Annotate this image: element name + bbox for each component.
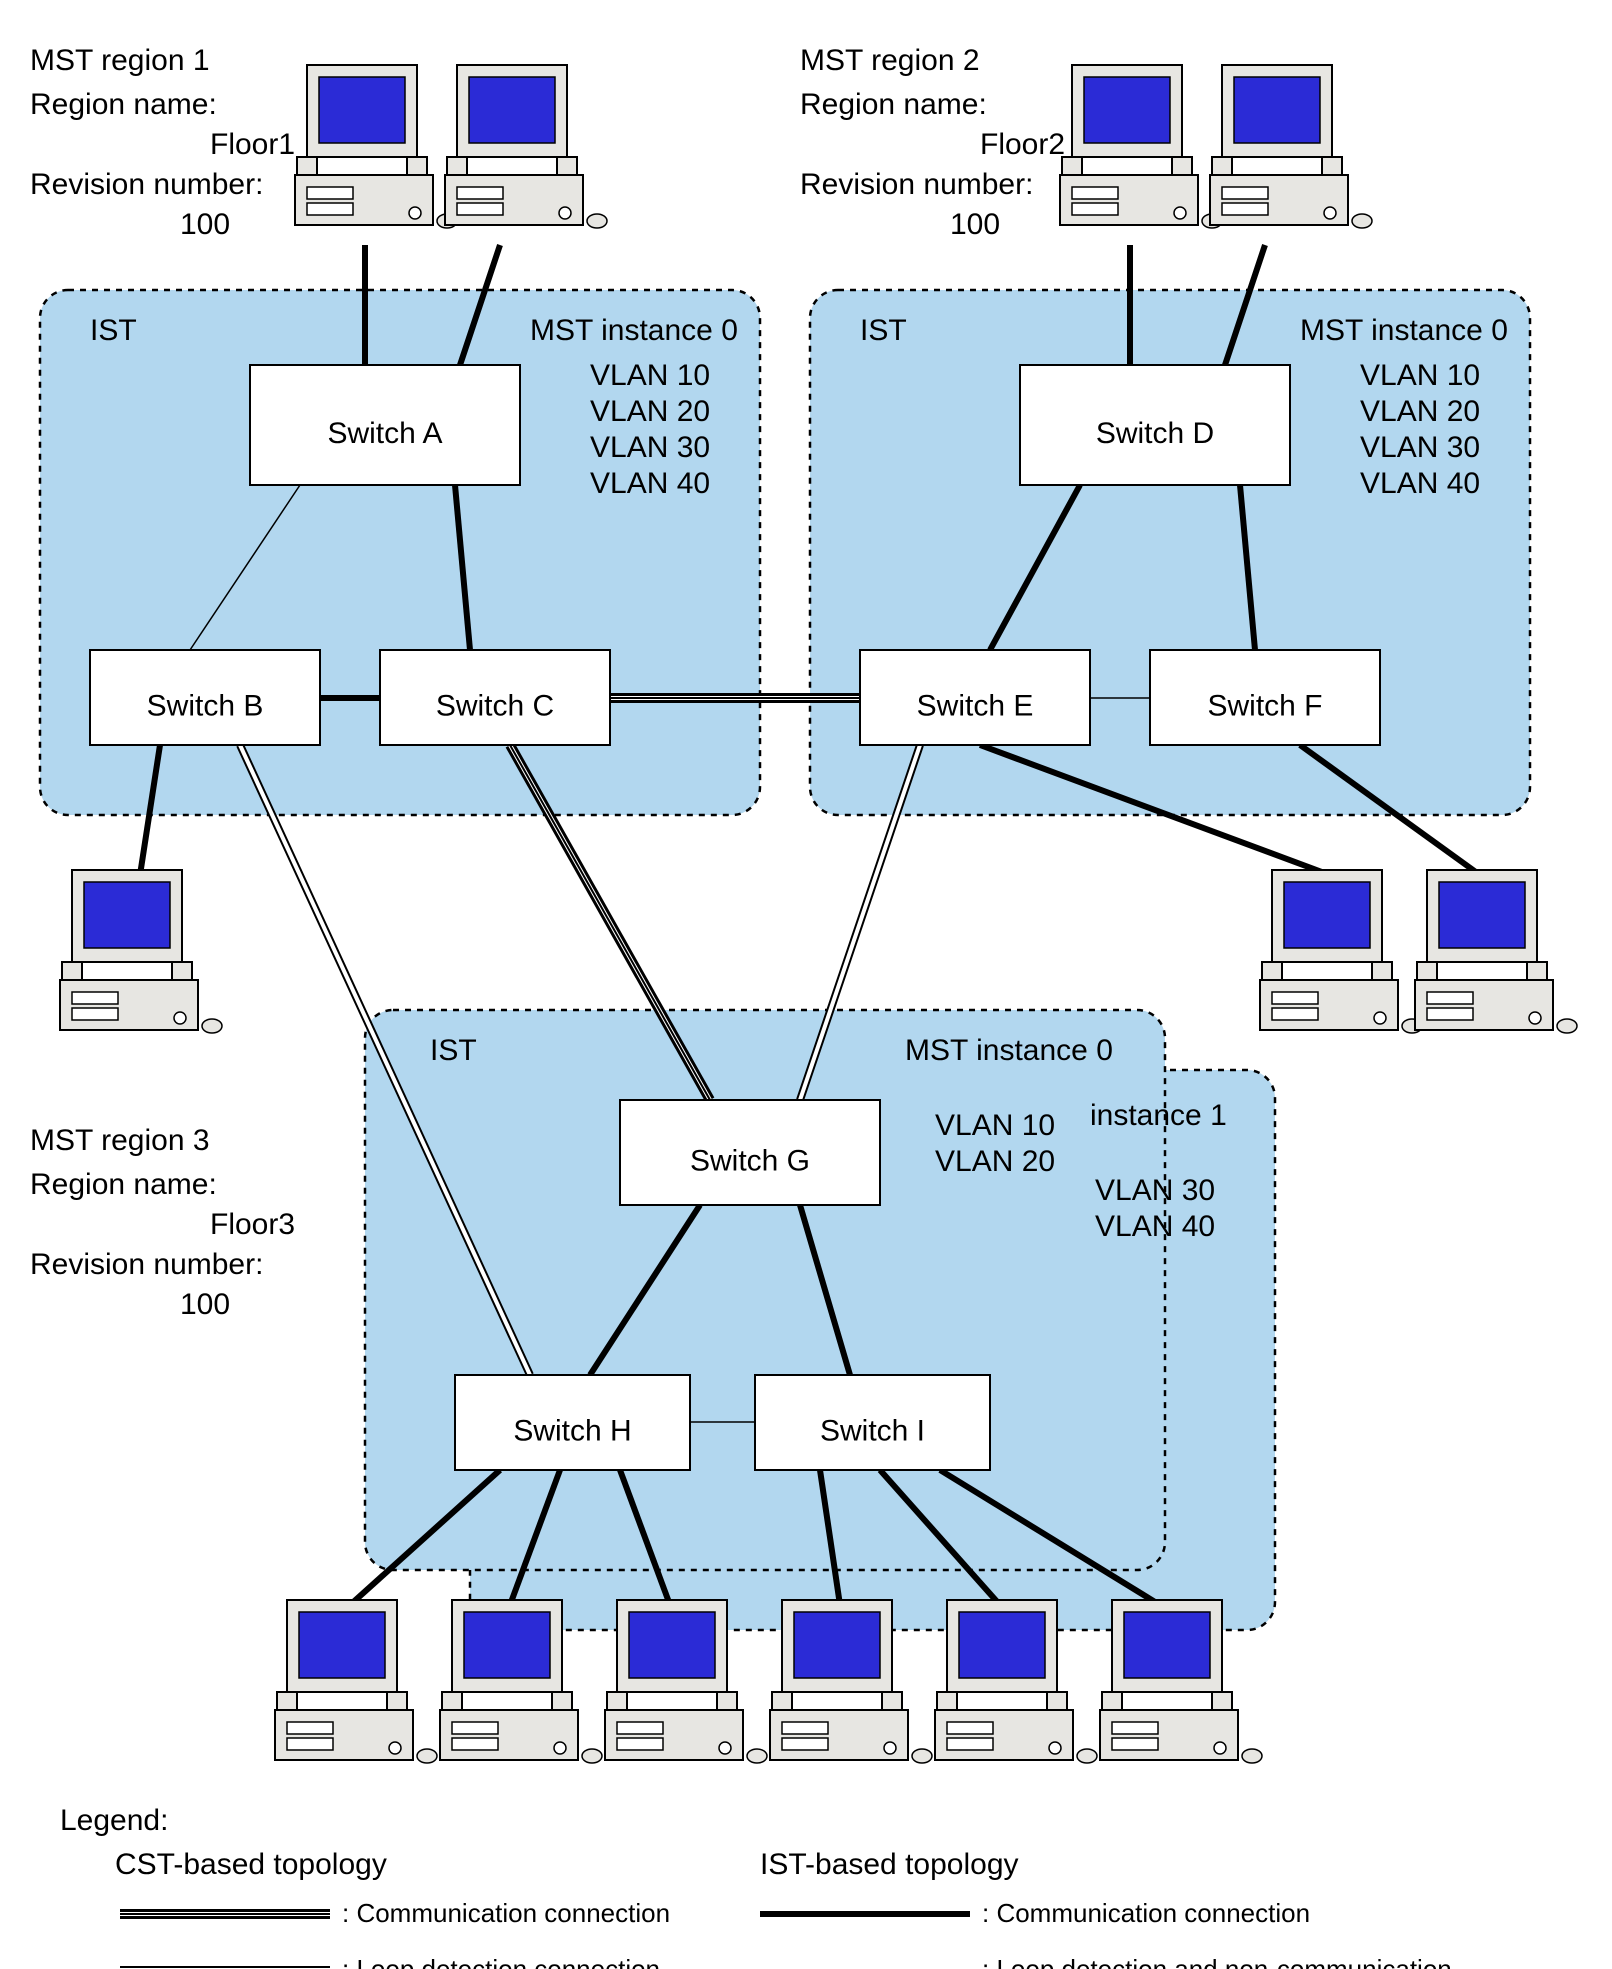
svg-text:Region name:: Region name: — [30, 88, 217, 121]
region-title: MST region 2 — [800, 44, 980, 77]
legend-title: Legend: — [60, 1804, 168, 1837]
legend-item-text: : Communication connection — [342, 1898, 670, 1928]
vlan-label: VLAN 10 — [590, 359, 710, 392]
ist-label: IST — [860, 314, 907, 347]
vlan-label: VLAN 40 — [1360, 467, 1480, 500]
pc-icon — [1260, 870, 1422, 1033]
pc-icon — [445, 65, 607, 228]
vlan-label: VLAN 10 — [935, 1109, 1055, 1142]
svg-text:100: 100 — [950, 208, 1000, 241]
svg-text:Revision number:: Revision number: — [30, 1248, 263, 1281]
svg-text:Floor2: Floor2 — [980, 128, 1065, 161]
vlan-label: VLAN 10 — [1360, 359, 1480, 392]
mst-instance-label: MST instance 0 — [905, 1034, 1113, 1067]
legend-item-text: : Loop detection connection — [342, 1954, 660, 1969]
svg-text:Floor1: Floor1 — [210, 128, 295, 161]
svg-text:Region name:: Region name: — [800, 88, 987, 121]
legend-ist-title: IST-based topology — [760, 1848, 1019, 1881]
mst-instance-label: MST instance 0 — [530, 314, 738, 347]
switch-label: Switch B — [147, 689, 264, 722]
pc-icon — [295, 65, 457, 228]
svg-text:100: 100 — [180, 1288, 230, 1321]
vlan-label: VLAN 20 — [590, 395, 710, 428]
switch-label: Switch D — [1096, 417, 1214, 450]
vlan-label: VLAN 20 — [935, 1145, 1055, 1178]
legend-item-text: : Loop detection and non-communication — [982, 1954, 1452, 1969]
vlan-label: VLAN 20 — [1360, 395, 1480, 428]
ist-label: IST — [90, 314, 137, 347]
svg-text:VLAN 40: VLAN 40 — [1095, 1210, 1215, 1243]
svg-text:Region name:: Region name: — [30, 1168, 217, 1201]
switch-label: Switch I — [820, 1414, 925, 1447]
svg-text:VLAN 30: VLAN 30 — [1095, 1174, 1215, 1207]
switch-label: Switch F — [1207, 689, 1322, 722]
pc-icon — [275, 1600, 437, 1763]
svg-text:Revision number:: Revision number: — [30, 168, 263, 201]
switch-label: Switch G — [690, 1144, 810, 1177]
switch-label: Switch C — [436, 689, 554, 722]
legend-item-text: : Communication connection — [982, 1898, 1310, 1928]
switch-label: Switch A — [327, 417, 442, 450]
svg-text:Revision number:: Revision number: — [800, 168, 1033, 201]
switch-label: Switch E — [917, 689, 1034, 722]
svg-text:Floor3: Floor3 — [210, 1208, 295, 1241]
vlan-label: VLAN 30 — [1360, 431, 1480, 464]
pc-icon — [1060, 65, 1222, 228]
vlan-label: VLAN 40 — [590, 467, 710, 500]
switch-label: Switch H — [513, 1414, 631, 1447]
pc-icon — [60, 870, 222, 1033]
svg-text:instance 1: instance 1 — [1090, 1099, 1227, 1132]
region-title: MST region 3 — [30, 1124, 210, 1157]
vlan-label: VLAN 30 — [590, 431, 710, 464]
pc-icon — [1415, 870, 1577, 1033]
mst-instance-label: MST instance 0 — [1300, 314, 1508, 347]
ist-label: IST — [430, 1034, 477, 1067]
svg-text:100: 100 — [180, 208, 230, 241]
region-title: MST region 1 — [30, 44, 210, 77]
legend-cst-title: CST-based topology — [115, 1848, 387, 1881]
pc-icon — [1210, 65, 1372, 228]
